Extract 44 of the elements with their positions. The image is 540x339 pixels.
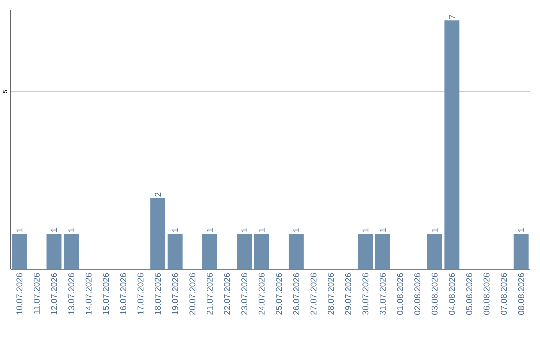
- data-label: 1: [68, 228, 74, 232]
- x-tick-label: 26.07.2026: [293, 273, 300, 315]
- data-label: 1: [258, 228, 265, 232]
- data-label: 7: [449, 15, 456, 19]
- x-tick-label: 27.07.2026: [310, 273, 317, 315]
- x-tick-label: 16.07.2026: [120, 273, 126, 314]
- x-tick-label: 31.07.2026: [380, 273, 386, 315]
- x-tick-label: 07.08.2026: [501, 273, 508, 315]
- x-tick-label: 17.07.2026: [138, 273, 144, 314]
- x-tick-label: 12.07.2026: [51, 273, 58, 314]
- x-tick-label: 21.07.2026: [206, 273, 213, 315]
- data-label: 1: [294, 228, 300, 232]
- x-tick-label: 06.08.2026: [484, 273, 490, 315]
- data-label: 1: [362, 228, 369, 232]
- x-tick-label: 22.07.2026: [224, 273, 230, 315]
- x-tick-label: 08.08.2026: [518, 273, 524, 315]
- x-tick-label: 23.07.2026: [242, 273, 248, 315]
- data-label: 1: [380, 228, 386, 232]
- x-tick-label: 25.07.2026: [276, 273, 282, 315]
- data-label: 1: [432, 228, 438, 232]
- x-tick-label: 30.07.2026: [362, 273, 369, 315]
- data-label: 1: [172, 228, 178, 232]
- x-tick-label: 15.07.2026: [103, 273, 110, 314]
- x-tick-label: 01.08.2026: [397, 273, 404, 315]
- data-label: 1: [242, 228, 248, 232]
- x-tick-label: 20.07.2026: [190, 273, 196, 315]
- x-tick-label: 13.07.2026: [68, 273, 75, 314]
- data-label: 2: [155, 192, 162, 197]
- x-tick-label: 11.07.2026: [34, 273, 40, 314]
- x-tick-label: 29.07.2026: [345, 273, 352, 315]
- x-tick-label: 28.07.2026: [328, 273, 334, 315]
- x-tick-label: 18.07.2026: [155, 273, 162, 314]
- data-label: 1: [16, 228, 23, 232]
- x-tick-label: 04.08.2026: [449, 273, 456, 315]
- x-tick-label: 02.08.2026: [414, 273, 421, 315]
- data-label: 1: [51, 228, 58, 232]
- x-tick-label: 19.07.2026: [172, 273, 178, 314]
- x-tick-label: 05.08.2026: [466, 273, 472, 315]
- x-tick-label: 03.08.2026: [432, 273, 438, 315]
- x-tick-label: 14.07.2026: [86, 273, 92, 314]
- x-tick-label: 10.07.2026: [16, 273, 23, 314]
- data-label: 1: [518, 228, 524, 232]
- x-tick-label: 24.07.2026: [258, 273, 265, 315]
- data-label: 1: [207, 228, 213, 232]
